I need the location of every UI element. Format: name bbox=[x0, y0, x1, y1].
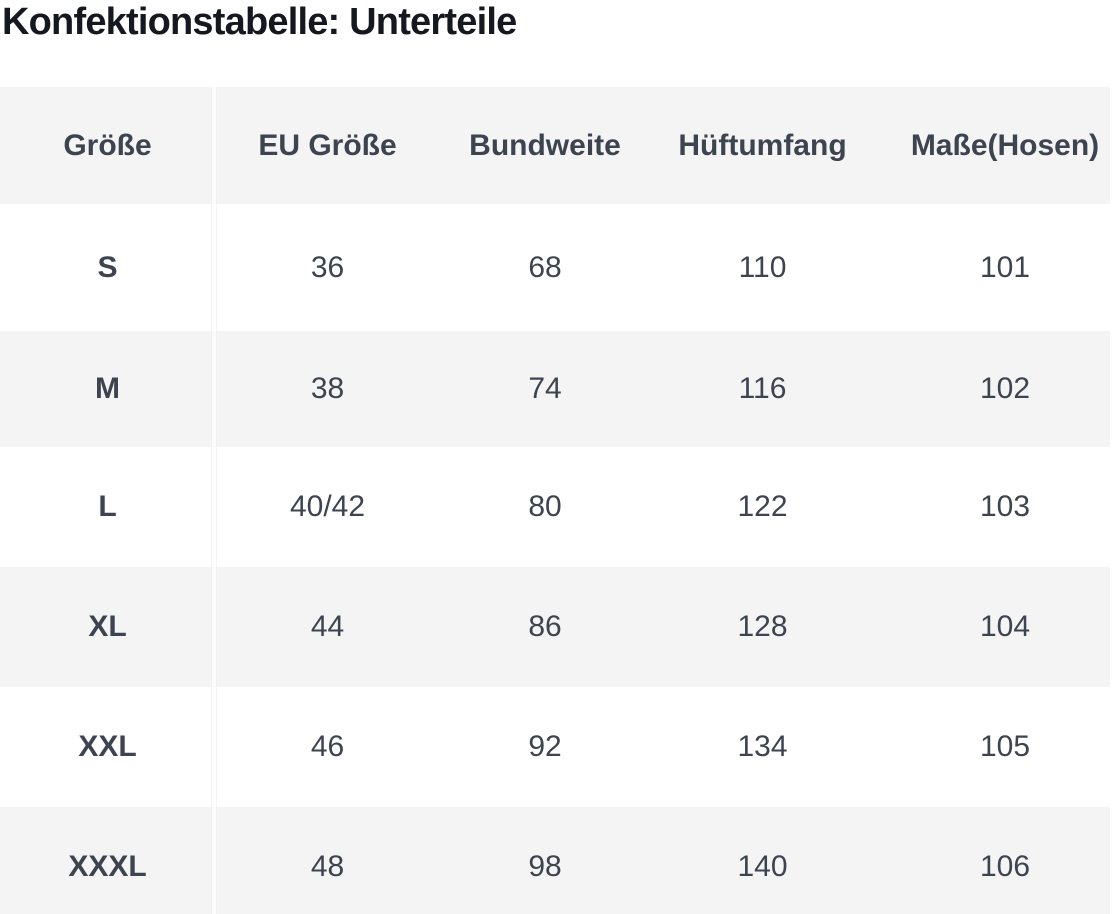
table-row-xxl: XXL 46 92 134 105 bbox=[0, 687, 1110, 807]
value-cell: 92 bbox=[528, 730, 562, 763]
column-header-hueftumfang: Hüftumfang bbox=[678, 128, 847, 162]
value-cell: 44 bbox=[310, 610, 345, 643]
size-cell: M bbox=[95, 372, 120, 405]
value-cell: 110 bbox=[738, 250, 787, 284]
value-cell: 134 bbox=[737, 730, 788, 763]
value-cell: 86 bbox=[528, 610, 562, 643]
value-cell: 105 bbox=[979, 730, 1031, 763]
value-cell: 38 bbox=[310, 372, 345, 405]
value-cell: 48 bbox=[310, 850, 345, 883]
value-cell: 40/42 bbox=[289, 490, 366, 523]
value-cell: 98 bbox=[528, 850, 562, 883]
size-table: Größe EU Größe Bundweite Hüftumfang Maße… bbox=[0, 87, 1110, 914]
table-header-row: Größe EU Größe Bundweite Hüftumfang Maße… bbox=[0, 87, 1110, 204]
value-cell: 103 bbox=[979, 490, 1031, 523]
value-cell: 68 bbox=[528, 250, 562, 284]
value-cell: 104 bbox=[979, 610, 1031, 643]
table-row-xl: XL 44 86 128 104 bbox=[0, 567, 1110, 687]
value-cell: 36 bbox=[310, 250, 345, 284]
table-row-xxxl: XXXL 48 98 140 106 bbox=[0, 807, 1110, 914]
size-cell: XXXL bbox=[68, 850, 147, 883]
value-cell: 140 bbox=[737, 850, 788, 883]
table-row-m: M 38 74 116 102 bbox=[0, 331, 1110, 447]
size-cell: XXL bbox=[78, 730, 137, 763]
column-header-bundweite: Bundweite bbox=[469, 128, 621, 162]
value-cell: 74 bbox=[528, 372, 562, 405]
value-cell: 101 bbox=[979, 250, 1031, 284]
value-cell: 106 bbox=[979, 850, 1031, 883]
column-header-eu-groesse: EU Größe bbox=[258, 128, 397, 162]
value-cell: 116 bbox=[738, 372, 787, 405]
value-cell: 46 bbox=[310, 730, 345, 763]
value-cell: 122 bbox=[737, 490, 788, 523]
value-cell: 102 bbox=[979, 372, 1031, 405]
table-row-s: S 36 68 110 101 bbox=[0, 204, 1110, 331]
page-title: Konfektionstabelle: Unterteile bbox=[2, 1, 517, 43]
value-cell: 128 bbox=[737, 610, 788, 643]
column-header-masse-hosen: Maße(Hosen) bbox=[910, 128, 1100, 162]
value-cell: 80 bbox=[528, 490, 562, 523]
table-row-l: L 40/42 80 122 103 bbox=[0, 447, 1110, 567]
size-table-scroll-container[interactable]: Größe EU Größe Bundweite Hüftumfang Maße… bbox=[0, 87, 1110, 914]
column-header-groesse: Größe bbox=[63, 128, 152, 162]
size-cell: L bbox=[98, 490, 117, 523]
size-cell: XL bbox=[88, 610, 127, 643]
size-cell: S bbox=[97, 250, 118, 284]
